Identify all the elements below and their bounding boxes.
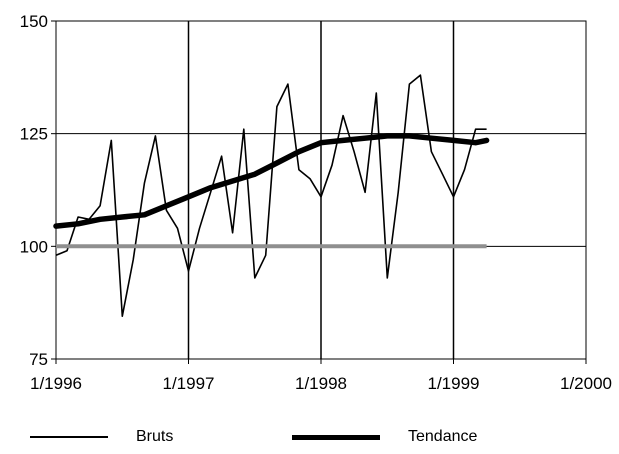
tick-labels: 75 100 125 150 1/1996 1/1997 1/1998 1/1999 1/200… <box>20 12 612 393</box>
x-tick-label: 1/1998 <box>295 374 347 393</box>
legend-label-bruts: Bruts <box>136 428 174 445</box>
x-tick-label: 1/1997 <box>163 374 215 393</box>
y-tick-label: 75 <box>29 350 48 369</box>
legend-swatch-bruts <box>30 436 108 438</box>
x-tick-label: 1/1996 <box>30 374 82 393</box>
legend-item-bruts: Bruts <box>30 428 173 446</box>
y-tick-label: 100 <box>20 237 48 256</box>
x-tick-label: 1/2000 <box>560 374 612 393</box>
legend-swatch-tendance <box>292 434 380 440</box>
y-tick-label: 150 <box>20 12 48 31</box>
axes <box>51 20 587 364</box>
legend-item-tendance: Tendance <box>292 428 477 446</box>
series-line-bruts <box>55 74 487 318</box>
y-tick-label: 125 <box>20 125 48 144</box>
legend-label-tendance: Tendance <box>408 428 478 445</box>
x-tick-label: 1/1999 <box>428 374 480 393</box>
series-line-tendance <box>53 133 490 229</box>
series-lines <box>53 74 490 318</box>
grid-lines <box>56 21 586 359</box>
